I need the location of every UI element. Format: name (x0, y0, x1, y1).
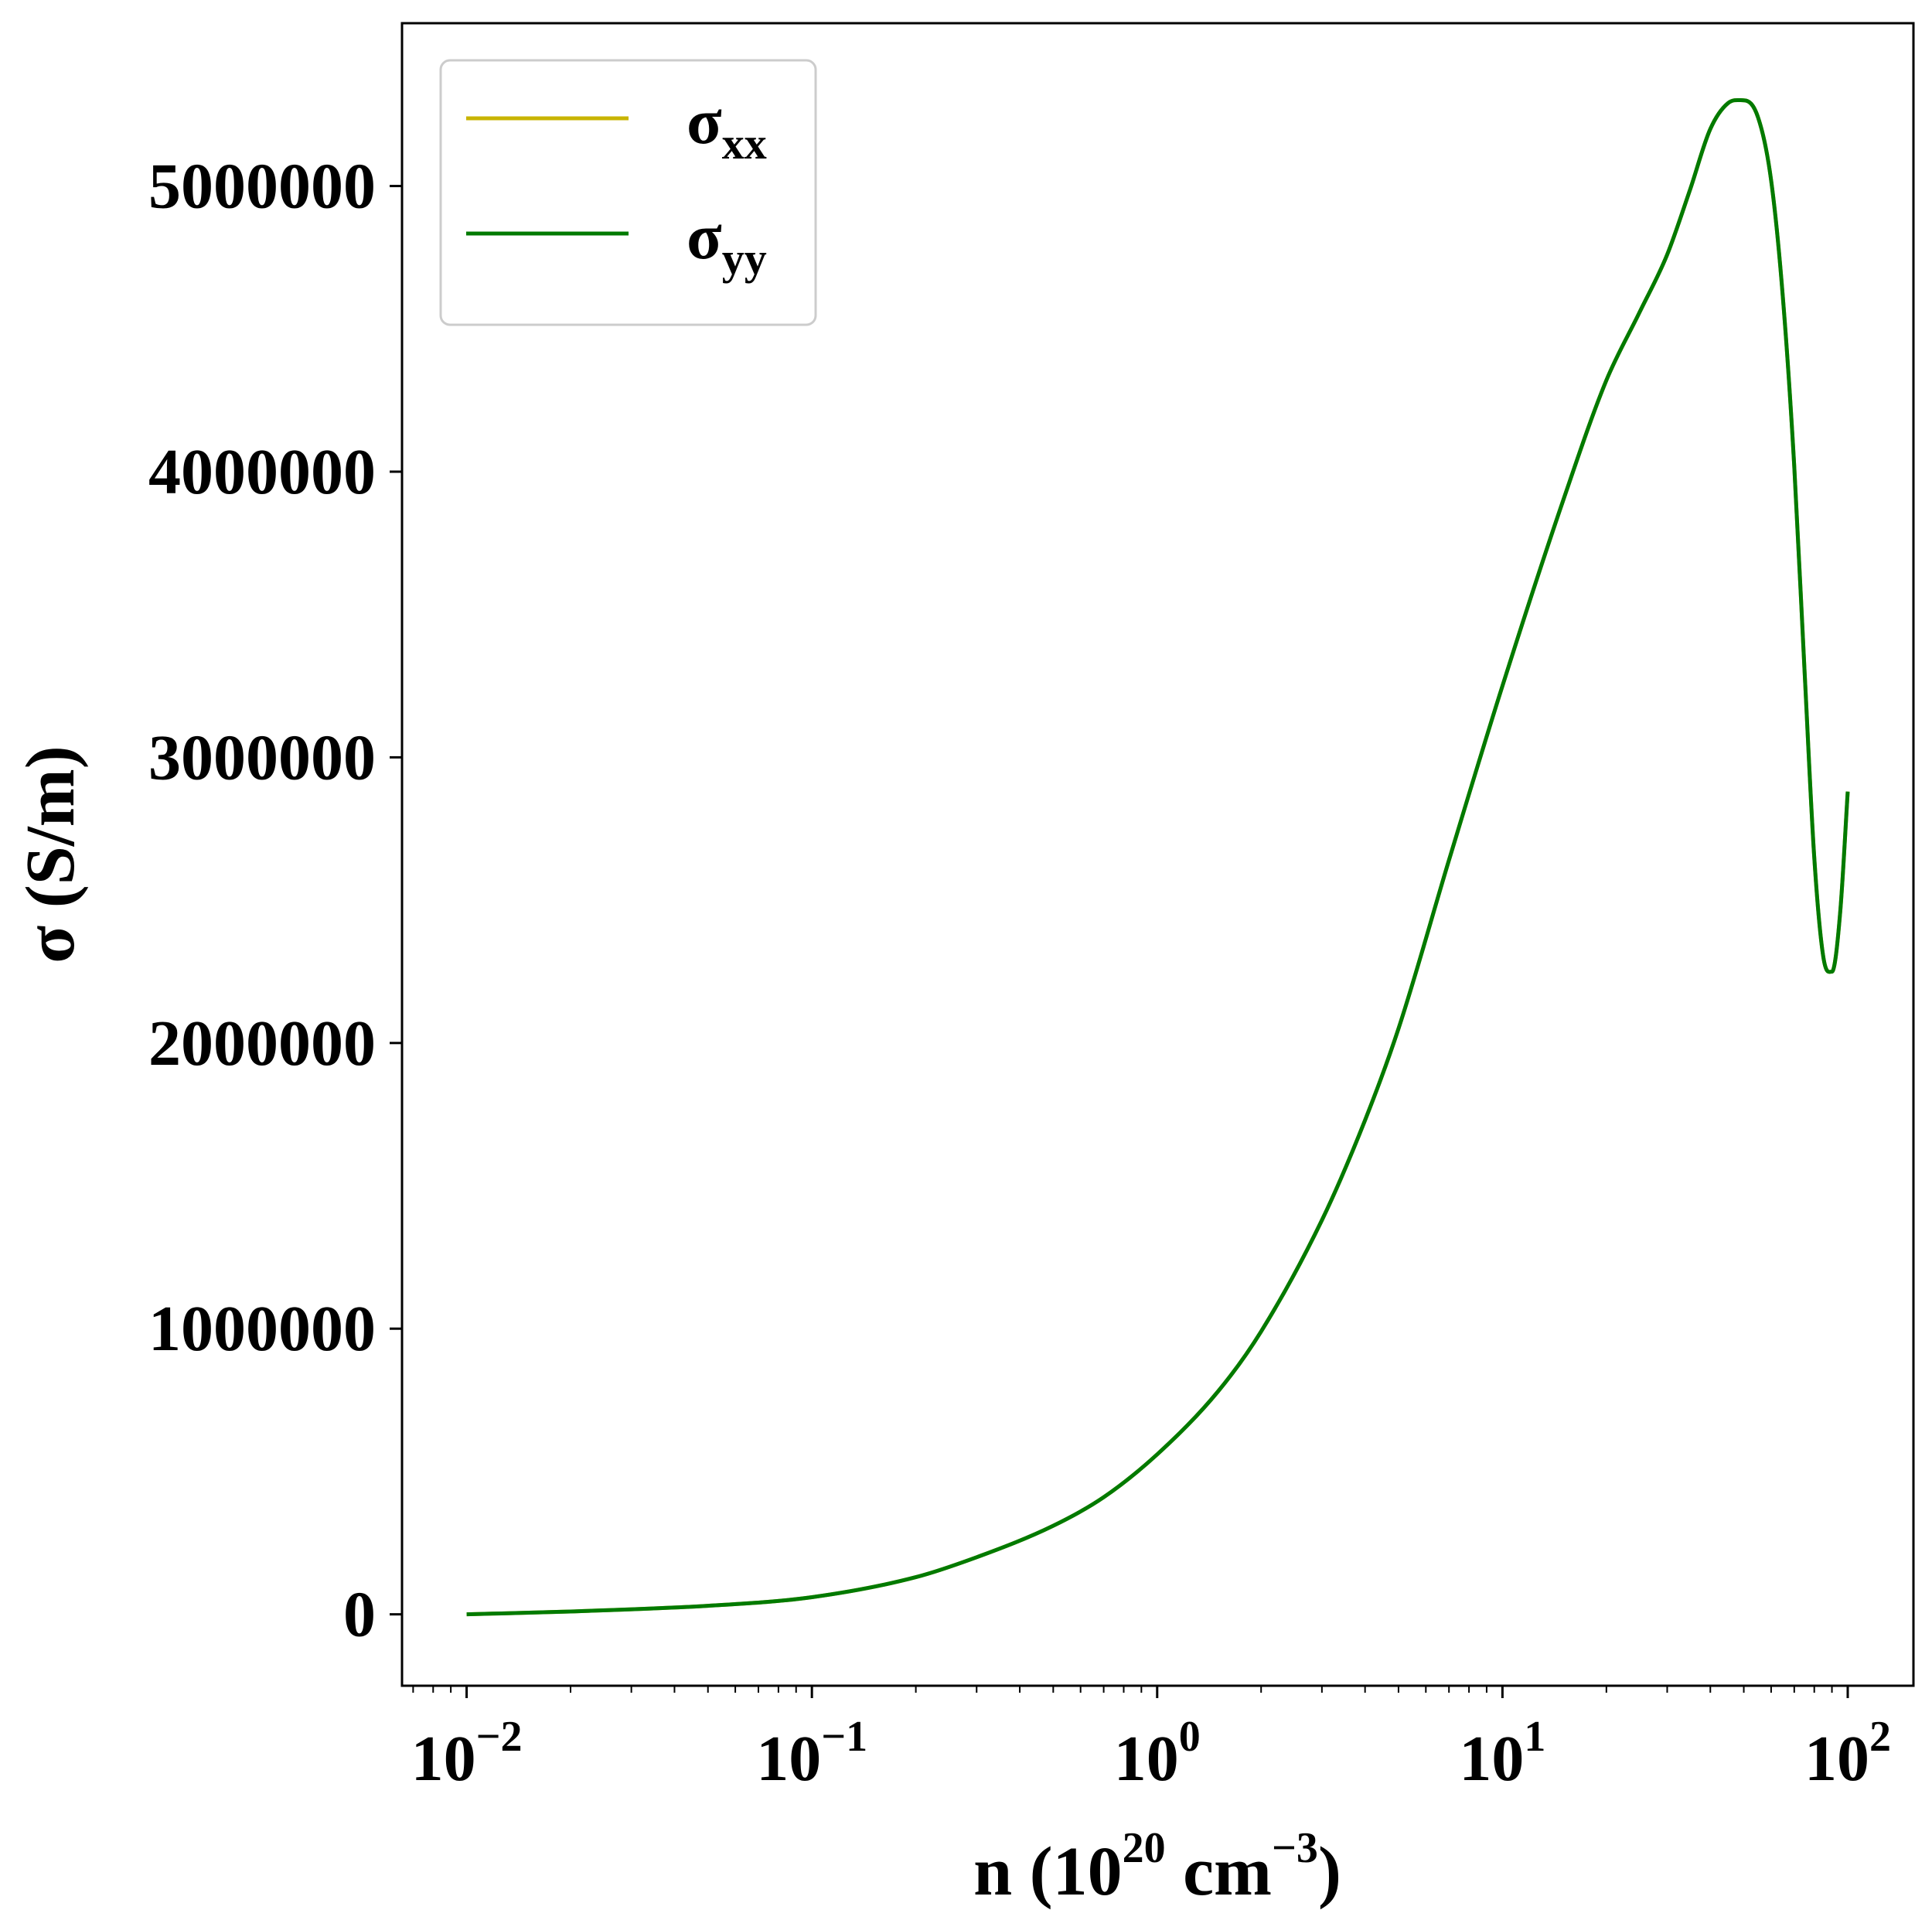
y-tick-label: 5000000 (148, 151, 376, 223)
y-axis-label: σ (S/m) (12, 745, 89, 963)
y-axis-ticks: 0 1000000 2000000 3000000 4000000 5000000 (148, 151, 402, 1651)
legend: σxx σyy (439, 59, 817, 326)
x-tick-label: 10−2 (411, 1713, 523, 1795)
x-tick-label: 102 (1804, 1713, 1891, 1795)
y-tick-label: 2000000 (148, 1008, 376, 1079)
x-tick-label: 10−1 (756, 1713, 867, 1795)
series-line-sigma-xx (466, 97, 1850, 1617)
x-tick-label: 100 (1114, 1713, 1201, 1795)
x-axis-ticks: 10−2 10−1 100 101 102 (411, 1686, 1891, 1795)
y-tick-label: 0 (343, 1579, 376, 1651)
legend-box (439, 59, 817, 326)
y-tick-label: 1000000 (148, 1293, 376, 1365)
y-tick-label: 3000000 (148, 721, 376, 793)
legend-label-sigma-yy: σyy (687, 201, 767, 284)
series-line-sigma-yy (466, 97, 1850, 1617)
y-tick-label: 4000000 (148, 436, 376, 508)
series-layer (466, 97, 1850, 1617)
x-tick-label: 101 (1459, 1713, 1545, 1795)
legend-label-sigma-xx: σxx (687, 86, 767, 169)
x-axis-label: n (1020 cm−3) (973, 1824, 1341, 1910)
